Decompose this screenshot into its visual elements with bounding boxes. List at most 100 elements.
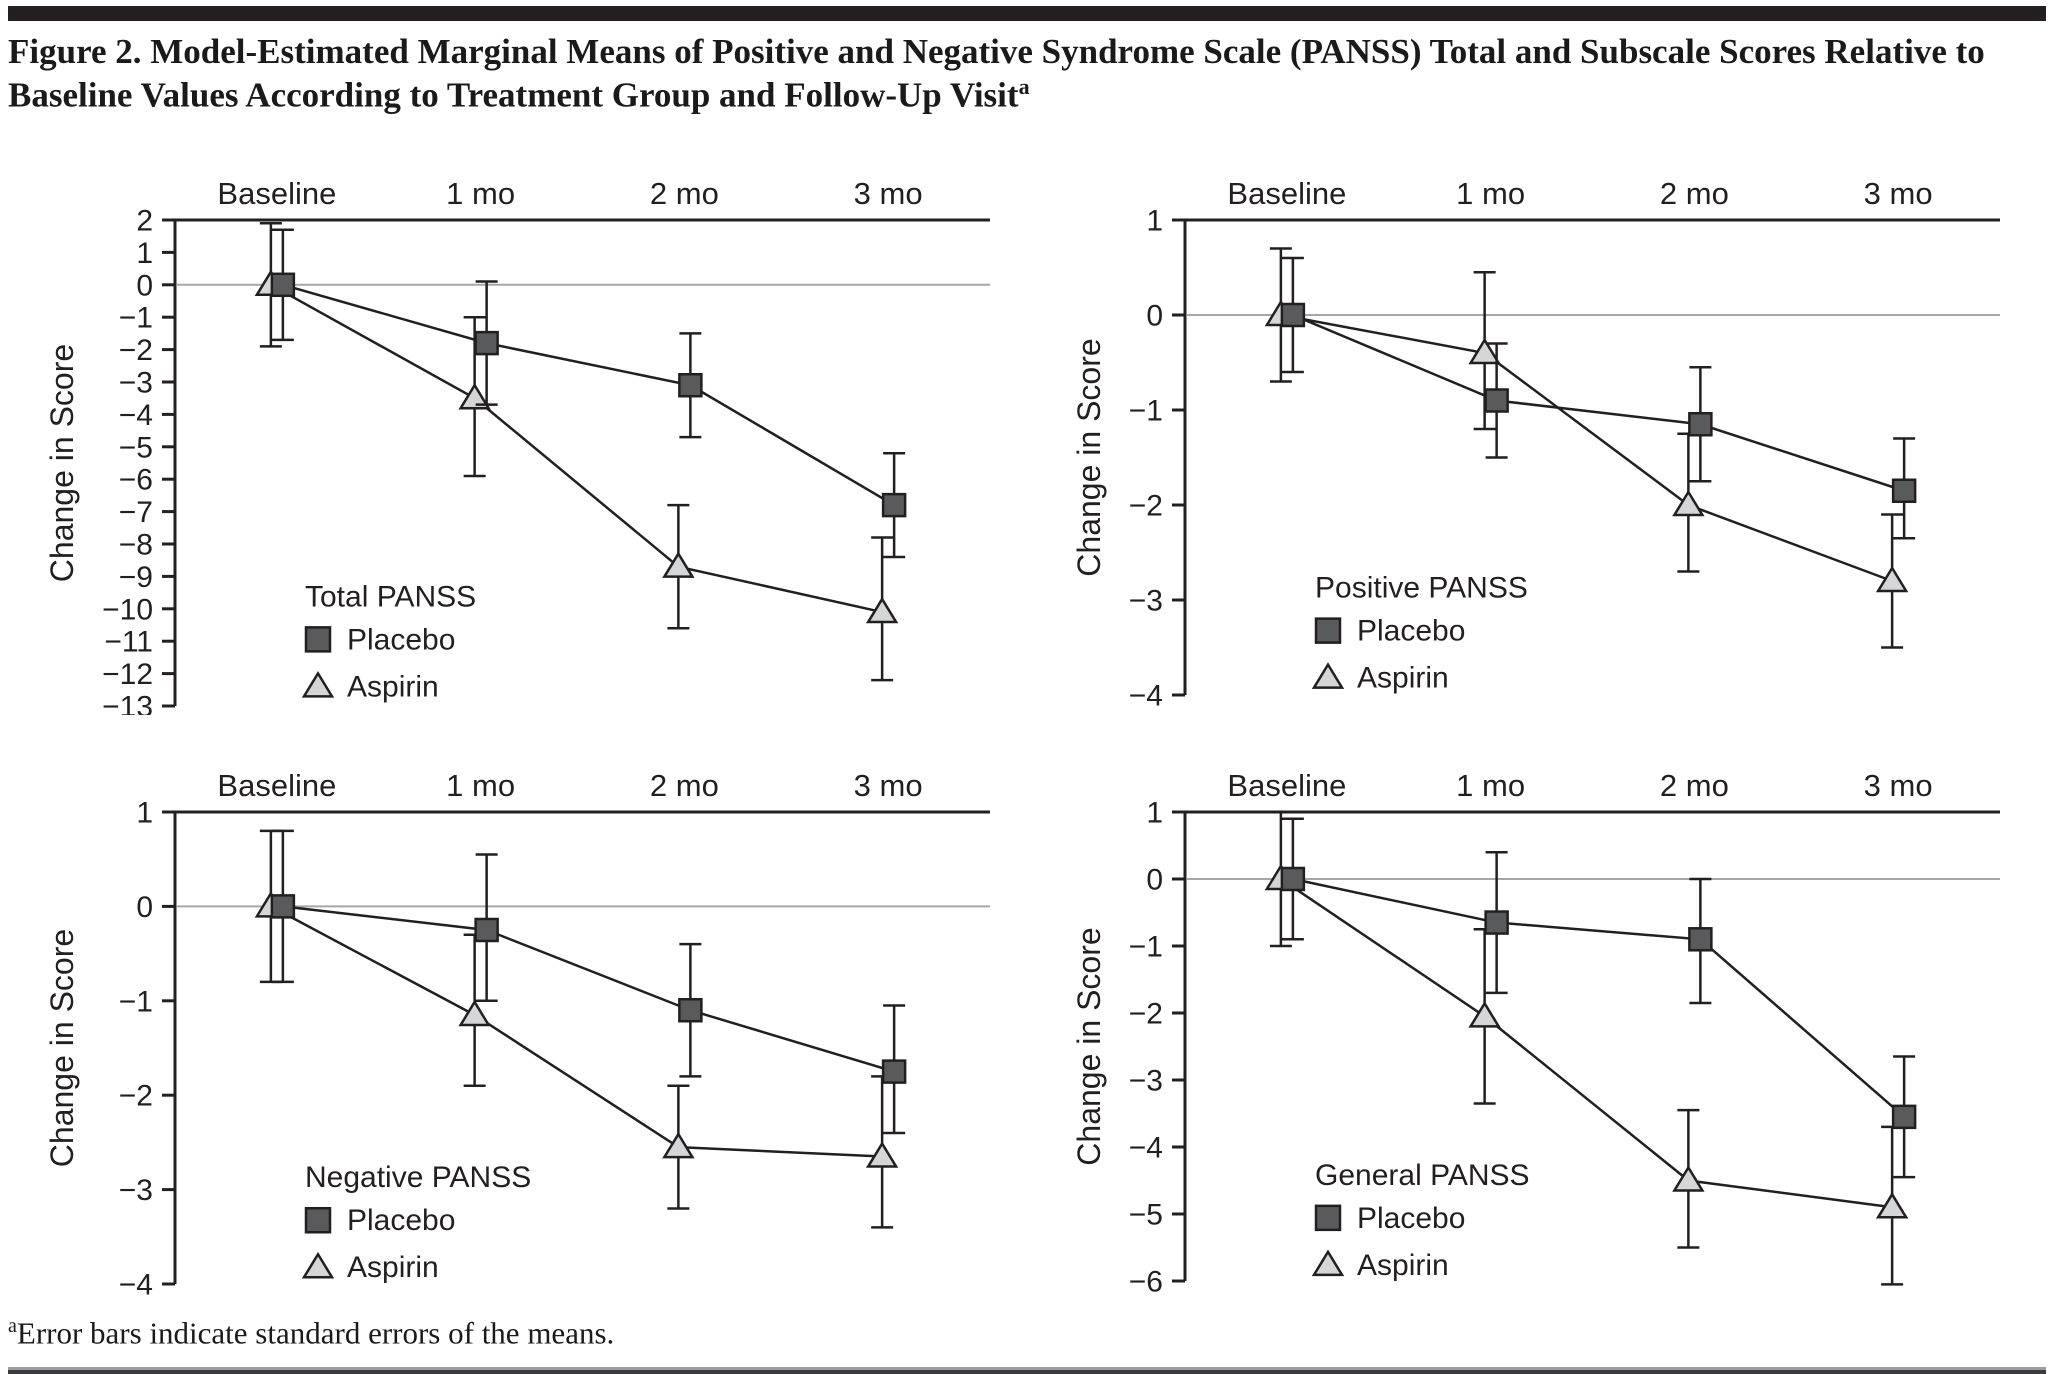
legend-title: Positive PANSS	[1315, 572, 1528, 605]
error-bars	[1281, 256, 1916, 540]
placebo-square-marker	[474, 330, 499, 356]
y-tick-label: −12	[102, 658, 153, 691]
y-tick-label: 0	[136, 891, 153, 924]
axes	[162, 218, 990, 708]
data-line	[270, 905, 883, 1158]
y-tick-label: −3	[119, 1174, 153, 1207]
x-category-label: 3 mo	[854, 176, 923, 211]
placebo-square-marker	[881, 1059, 907, 1084]
x-category-label: Baseline	[217, 176, 336, 211]
bottom-rule	[8, 1367, 2046, 1374]
legend: Positive PANSS Placebo Aspirin	[1311, 572, 1528, 695]
y-tick-label: −1	[119, 985, 153, 1018]
aspirin-triangle-marker	[662, 551, 695, 578]
y-tick-labels: 210−1−2−3−4−5−6−7−8−9−10−11−12−13	[102, 205, 153, 716]
chart-positive-panss: 1 0 −1 −2 −3 −4 Baseline 1 mo 2 mo 3 mo Change in …	[1071, 176, 2000, 713]
placebo-square-marker	[678, 998, 703, 1023]
y-tick-label: −2	[1129, 998, 1163, 1031]
data-line	[282, 283, 895, 507]
placebo-square-marker	[678, 373, 703, 398]
legend-title: General PANSS	[1315, 1159, 1530, 1192]
placebo-square-marker	[1280, 866, 1306, 892]
y-tick-label: −7	[119, 496, 153, 529]
legend-label-placebo: Placebo	[347, 1204, 455, 1237]
aspirin-triangle-marker	[1311, 662, 1345, 689]
y-tick-label: −2	[119, 334, 153, 367]
x-category-labels: Baseline 1 mo 2 mo 3 mo	[1227, 768, 1932, 803]
y-tick-label: 1	[136, 797, 153, 830]
y-tick-label: −4	[119, 1269, 153, 1302]
chart-negative-panss: 1 0 −1 −2 −3 −4 Baseline 1 mo 2 mo 3 mo Change in …	[44, 768, 990, 1302]
x-category-labels: Baseline 1 mo 2 mo 3 mo	[217, 176, 922, 211]
x-category-label: 3 mo	[1864, 176, 1933, 211]
footnote-text: Error bars indicate standard errors of t…	[16, 1315, 615, 1351]
placebo-square-marker	[474, 917, 499, 943]
axes	[1172, 218, 2000, 697]
legend-label-aspirin: Aspirin	[347, 670, 439, 703]
legend-label-aspirin: Aspirin	[1357, 1249, 1449, 1282]
placebo-square-marker	[1891, 1104, 1917, 1130]
y-axis-title: Change in Score	[1071, 927, 1107, 1165]
y-tick-label: −10	[102, 593, 153, 626]
placebo-square-marker	[1484, 388, 1509, 413]
y-tick-label: −1	[1129, 395, 1163, 428]
y-tick-label: −2	[1129, 490, 1163, 523]
x-category-label: 2 mo	[1660, 176, 1729, 211]
y-tick-label: 0	[136, 269, 153, 302]
legend-label-placebo: Placebo	[347, 623, 455, 656]
axes	[162, 810, 990, 1286]
legend: General PANSS Placebo Aspirin	[1311, 1159, 1530, 1282]
figure-title: Figure 2. Model-Estimated Marginal Means…	[8, 31, 2044, 117]
y-tick-label: −9	[119, 561, 153, 594]
legend-title: Negative PANSS	[305, 1161, 531, 1194]
y-tick-labels: 1 0 −1 −2 −3 −4	[1129, 205, 1163, 713]
x-category-label: 2 mo	[650, 768, 719, 803]
data-line	[1280, 877, 1893, 1209]
placebo-square-marker	[1314, 617, 1342, 644]
y-tick-label: −2	[119, 1080, 153, 1113]
x-category-label: 1 mo	[446, 176, 515, 211]
error-bars	[1281, 817, 1916, 1179]
y-tick-labels: 1 0 −1 −2 −3 −4 −5 −6	[1129, 797, 1163, 1299]
aspirin-triangle-marker	[1672, 489, 1705, 517]
aspirin-triangle-marker	[1468, 1000, 1501, 1028]
top-rule	[8, 6, 2046, 21]
y-tick-label: −3	[119, 367, 153, 400]
y-tick-label: −3	[1129, 585, 1163, 618]
axes	[1172, 810, 2000, 1283]
figure-footnote: aError bars indicate standard errors of …	[8, 1315, 2044, 1351]
data-line	[282, 905, 895, 1073]
y-axis-title: Change in Score	[44, 344, 80, 582]
series-placebo	[270, 228, 907, 559]
data-line	[1292, 877, 1905, 1118]
y-tick-label: −6	[119, 464, 153, 497]
aspirin-triangle-marker	[301, 1251, 335, 1279]
y-tick-label: −6	[1129, 1266, 1163, 1299]
x-category-labels: Baseline 1 mo 2 mo 3 mo	[217, 768, 922, 803]
placebo-square-marker	[304, 626, 332, 653]
y-tick-label: −4	[119, 399, 153, 432]
x-category-labels: Baseline 1 mo 2 mo 3 mo	[1227, 176, 1932, 211]
chart-general-panss: 1 0 −1 −2 −3 −4 −5 −6 Baseline 1 mo 2 mo 3 mo Change…	[1071, 768, 2000, 1299]
x-category-label: Baseline	[1227, 768, 1346, 803]
aspirin-triangle-marker	[458, 999, 491, 1027]
y-tick-label: −13	[102, 691, 153, 716]
y-tick-label: 0	[1146, 864, 1163, 897]
series-aspirin	[254, 829, 899, 1229]
x-category-label: Baseline	[1227, 176, 1346, 211]
y-tick-label: 1	[1146, 797, 1163, 830]
y-tick-label: −5	[119, 431, 153, 464]
legend: Total PANSS Placebo Aspirin	[301, 580, 476, 703]
aspirin-triangle-marker	[1468, 337, 1501, 365]
placebo-square-marker	[1688, 927, 1713, 952]
legend-title: Total PANSS	[305, 580, 476, 613]
x-category-label: 2 mo	[650, 176, 719, 211]
placebo-square-marker	[1891, 478, 1917, 504]
y-axis-title: Change in Score	[1071, 338, 1107, 576]
y-axis-title: Change in Score	[44, 929, 80, 1167]
chart-grid: 2 1 0 −1 −2 −3 −4 −5 −6 −7 −8 −9 −10 −11 −12 −13 Baselin…	[0, 123, 2054, 1307]
y-tick-label: 1	[1146, 205, 1163, 238]
y-tick-label: −5	[1129, 1199, 1163, 1232]
placebo-square-marker	[1280, 302, 1306, 328]
y-tick-label: −4	[1129, 1132, 1163, 1165]
